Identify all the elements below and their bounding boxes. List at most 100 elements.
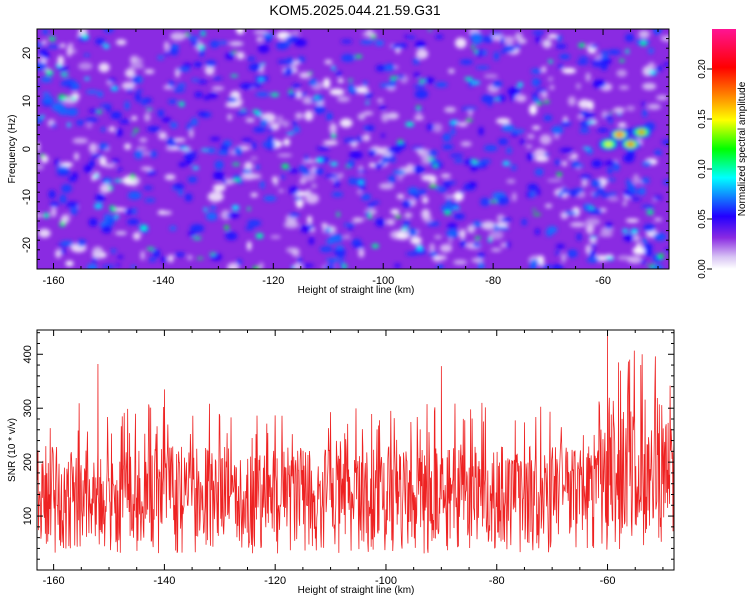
heatmap-cell — [187, 255, 193, 261]
heatmap-cell — [94, 174, 100, 178]
heatmap-cell — [347, 79, 353, 82]
heatmap-cell — [414, 114, 424, 121]
heatmap-cell — [662, 180, 669, 185]
heatmap-cell — [282, 120, 290, 128]
heatmap-cell — [500, 36, 505, 45]
heatmap-cell — [416, 105, 421, 110]
heatmap-cell — [66, 46, 72, 57]
heatmap-cell — [552, 264, 564, 269]
heatmap-cell — [46, 45, 60, 49]
heatmap-cell — [250, 156, 258, 161]
heatmap-cell — [310, 97, 320, 103]
heatmap-cell — [149, 150, 157, 158]
heatmap-cell — [549, 85, 555, 90]
heatmap-cell — [370, 35, 377, 39]
heatmap-cell — [364, 92, 373, 98]
heatmap-cell — [643, 250, 653, 257]
heatmap-cell — [381, 64, 396, 71]
heatmap-cell — [247, 207, 251, 211]
heatmap-cell — [647, 264, 656, 268]
heatmap-cell — [224, 225, 230, 231]
heatmap-cell — [129, 64, 145, 69]
heatmap-cell — [601, 192, 611, 198]
heatmap-cell — [201, 31, 206, 37]
heatmap-cells — [37, 29, 669, 269]
heatmap-cell — [158, 131, 168, 140]
heatmap-cell — [551, 125, 564, 135]
heatmap-cell — [414, 108, 424, 112]
heatmap-cell — [157, 210, 173, 215]
heatmap-cell — [490, 248, 502, 252]
heatmap-hotspot — [627, 142, 634, 147]
heatmap-cell — [302, 96, 315, 105]
heatmap-cell — [605, 222, 613, 230]
heatmap-cell — [547, 226, 558, 234]
heatmap-cell — [532, 213, 542, 216]
heatmap-cell — [135, 89, 143, 94]
heatmap-cell — [196, 257, 204, 260]
heatmap-cell — [201, 148, 208, 152]
heatmap-cell — [625, 218, 640, 223]
x-tick-label: -80 — [485, 275, 501, 287]
heatmap-cell — [168, 99, 177, 104]
heatmap-cell — [607, 167, 613, 175]
heatmap-cell — [86, 263, 98, 269]
heatmap-cell — [336, 71, 342, 77]
heatmap-cell — [228, 41, 244, 47]
heatmap-cell — [590, 208, 603, 214]
heatmap-cell — [455, 37, 467, 49]
heatmap-cell — [404, 212, 413, 219]
heatmap-cell — [203, 207, 208, 212]
heatmap-cell — [481, 36, 494, 43]
heatmap-cell — [111, 158, 120, 163]
heatmap-cell — [391, 44, 405, 49]
heatmap-cell — [183, 154, 197, 160]
heatmap-cell — [300, 225, 312, 233]
heatmap-cell — [95, 193, 105, 203]
heatmap-cell — [358, 248, 365, 258]
heatmap-cell — [115, 263, 121, 267]
heatmap-cell — [136, 146, 148, 150]
heatmap-cell — [177, 83, 187, 87]
heatmap-cell — [204, 64, 215, 76]
heatmap-cell — [448, 68, 455, 74]
heatmap-cell — [394, 263, 401, 268]
heatmap-cell — [362, 111, 374, 116]
heatmap-cell — [555, 244, 565, 249]
heatmap-cell — [642, 108, 648, 118]
heatmap-cell — [511, 164, 517, 171]
heatmap-cell — [92, 246, 104, 258]
heatmap-cell — [131, 75, 139, 85]
heatmap-cell — [232, 175, 243, 180]
heatmap-cell — [236, 29, 245, 35]
heatmap-cell — [233, 146, 243, 156]
heatmap-cell — [245, 226, 254, 231]
heatmap-cell — [164, 174, 176, 181]
heatmap-cell — [235, 112, 249, 116]
heatmap-cell — [608, 119, 614, 124]
heatmap-cell — [337, 78, 344, 83]
heatmap-cell — [166, 137, 176, 145]
heatmap-cell — [251, 141, 257, 150]
heatmap-cell — [428, 184, 438, 188]
heatmap-cell — [302, 159, 316, 164]
heatmap-cell — [465, 118, 473, 122]
heatmap-cell — [587, 120, 595, 124]
heatmap-cell — [474, 236, 481, 240]
heatmap-cell — [582, 147, 591, 150]
heatmap-cell — [543, 115, 553, 121]
heatmap-cell — [343, 234, 351, 240]
heatmap-cell — [597, 128, 609, 133]
heatmap-cell — [78, 29, 88, 35]
heatmap-cell — [286, 132, 294, 135]
heatmap-cell — [556, 172, 562, 177]
heatmap-cell — [66, 201, 79, 208]
heatmap-cell — [146, 108, 153, 111]
heatmap-cell — [443, 183, 451, 189]
heatmap-cell — [555, 44, 567, 49]
heatmap-cell — [67, 122, 71, 128]
heatmap-cell — [657, 253, 665, 259]
heatmap-cell — [48, 190, 56, 199]
heatmap-cell — [590, 243, 597, 248]
heatmap-cell — [496, 118, 511, 125]
